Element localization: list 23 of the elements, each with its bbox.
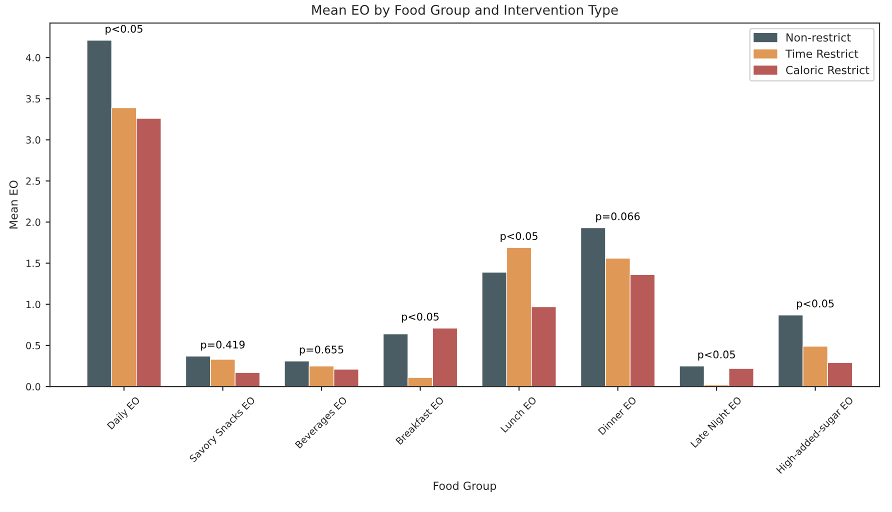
y-tick-label: 3.5: [26, 95, 40, 103]
annotation: p=0.066: [596, 212, 640, 222]
y-tick-label: 4.0: [26, 54, 40, 62]
annotation: p<0.05: [698, 350, 735, 360]
y-tick-label: 2.0: [26, 218, 40, 226]
y-tick-label: 2.5: [26, 177, 40, 185]
legend-label: Caloric Restrict: [786, 66, 870, 74]
x-axis-title: Food Group: [434, 481, 496, 492]
y-tick-label: 1.0: [26, 300, 40, 308]
y-tick-label: 0.0: [26, 383, 40, 390]
y-tick-label: 1.5: [26, 260, 40, 268]
annotation: p<0.05: [797, 300, 834, 310]
annotation: p<0.05: [106, 24, 142, 35]
legend-label: Time Restrict: [785, 49, 858, 58]
annotation: p=0.655: [300, 346, 344, 356]
chart-title: Mean EO by Food Group and Intervention Type: [312, 4, 618, 18]
y-tick-label: 0.5: [26, 342, 40, 350]
annotation: p=0.419: [201, 340, 245, 351]
legend-label: Non-restrict: [786, 33, 851, 42]
annotation: p<0.05: [402, 312, 439, 323]
annotation: p<0.05: [500, 232, 538, 242]
y-axis-title: Mean EO: [9, 180, 18, 228]
y-tick-label: 3.0: [26, 136, 40, 144]
